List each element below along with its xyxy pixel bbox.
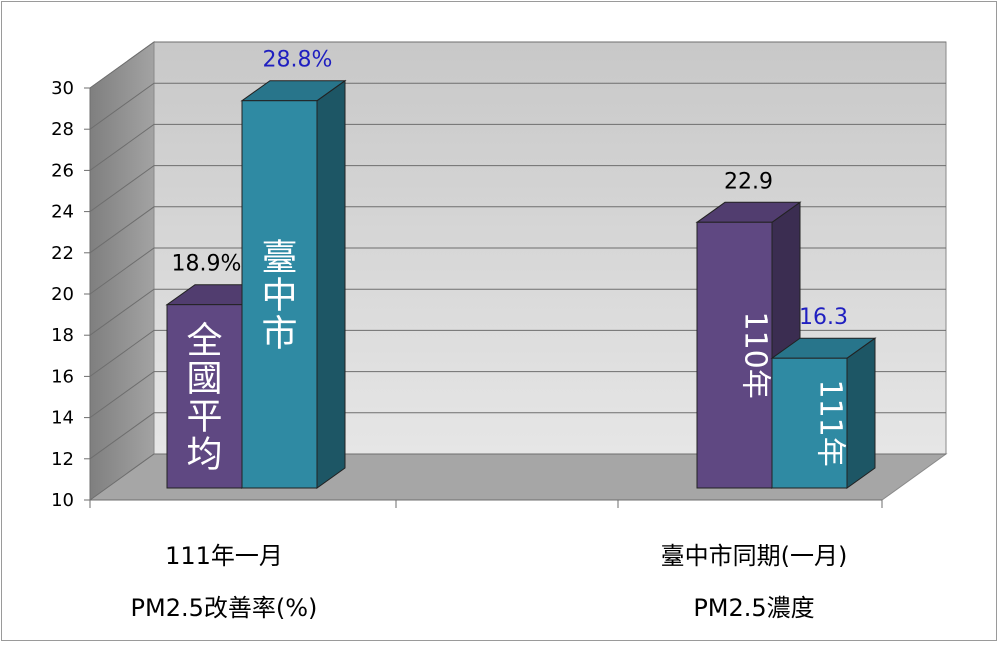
data-label: 18.9% [172,252,242,277]
bar-inside-label: 全 [186,320,222,361]
gridline [89,288,946,336]
bar-inside-label: 中 [261,275,297,316]
data-label: 28.8% [263,48,333,73]
bar [240,79,347,489]
bar-inside-label: 平 [186,396,222,437]
gridline [89,453,946,501]
gridline [89,371,946,419]
bar-inside-label: 110年 [738,311,773,398]
category-label-line2: PM2.5濃度 [693,594,814,622]
y-tick-label: 14 [51,408,74,429]
bar-inside-label: 市 [261,313,297,354]
category-label-line1: 臺中市同期(一月) [661,542,848,570]
gridline [89,206,946,254]
y-tick-label: 28 [51,119,74,140]
gridline [89,123,946,171]
gridline [89,165,946,213]
bar [770,337,877,489]
y-tick-label: 24 [51,202,74,223]
bar-inside-label: 111年 [813,379,848,466]
gridline [89,329,946,377]
y-tick-label: 16 [51,366,74,387]
bar-front [771,357,848,489]
data-label: 22.9 [724,169,773,194]
bar-side [846,337,876,489]
category-label-line1: 111年一月 [165,542,283,570]
y-tick-label: 18 [51,325,74,346]
y-tick-label: 26 [51,160,74,181]
bar-inside-label: 均 [186,434,222,475]
y-tick-label: 10 [51,490,74,511]
y-tick-label: 20 [51,284,74,305]
bar-inside-label: 臺 [261,237,297,278]
gridline [89,82,946,130]
gridline [89,247,946,295]
gridline [89,412,946,460]
y-tick-label: 22 [51,243,74,264]
y-tick-label: 12 [51,449,74,470]
data-label: 16.3 [799,305,848,330]
category-label-line2: PM2.5改善率(%) [131,594,318,622]
bar-front [241,100,318,489]
gridline [89,41,946,89]
bar-inside-label: 國 [186,358,222,399]
bar-front [696,221,773,489]
y-tick-label: 30 [51,78,74,99]
bar-side [316,79,346,489]
